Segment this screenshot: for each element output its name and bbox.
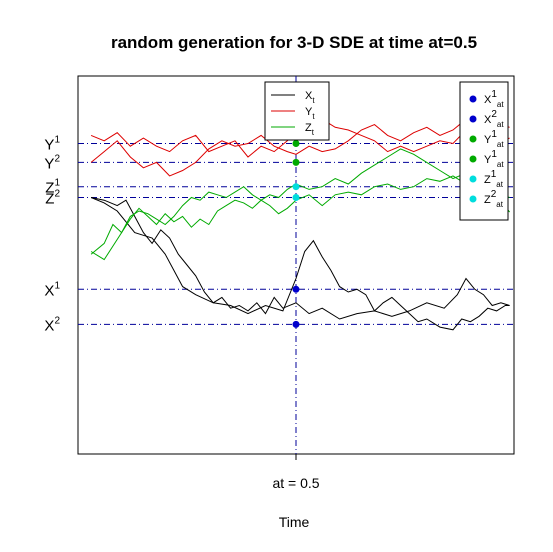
series-line-Yt — [90, 118, 510, 177]
legend-label: X2at — [484, 109, 504, 129]
legend-label: X1at — [484, 89, 504, 109]
legend-marker — [469, 195, 477, 203]
series-line-Zt — [90, 148, 510, 255]
legend-label: Zt — [305, 122, 315, 137]
legend-box — [264, 81, 330, 141]
legend-label: Yt — [305, 106, 315, 121]
legend-marker — [469, 175, 477, 183]
y-ref-label: X2 — [44, 315, 60, 334]
series-line-Xt — [90, 197, 510, 320]
legend-marker — [469, 95, 477, 103]
legend-marker — [469, 155, 477, 163]
at-point-Z2 — [292, 194, 300, 201]
legend-label: Y1at — [484, 129, 504, 149]
y-ref-label: Y1 — [44, 135, 60, 154]
at-point-Y1 — [292, 158, 300, 166]
at-point-X1 — [292, 285, 300, 293]
legend-marker — [469, 115, 477, 123]
series-line-Xt — [90, 197, 510, 331]
legend-label: Z2at — [484, 189, 504, 209]
at-point-Z1 — [292, 183, 300, 191]
at-point-X2 — [292, 320, 300, 328]
x-tick-label: at = 0.5 — [272, 475, 319, 491]
x-axis-label: Time — [279, 514, 310, 530]
y-ref-label: Z2 — [45, 189, 60, 208]
at-points — [292, 140, 300, 328]
y-ref-label: Y2 — [44, 153, 60, 172]
y-ref-label: Z1 — [45, 178, 60, 197]
series-line-Zt — [90, 175, 511, 261]
series-layer — [90, 118, 511, 331]
y-ref-label: X1 — [44, 280, 60, 299]
legend-marker — [469, 135, 477, 143]
legend-label: Xt — [305, 90, 315, 105]
legend-label: Y1at — [484, 149, 504, 169]
legend-box — [459, 81, 509, 221]
legend-label: Z1at — [484, 169, 504, 189]
chart-title: random generation for 3-D SDE at time at… — [111, 33, 477, 52]
at-point-Y1 — [292, 140, 300, 147]
